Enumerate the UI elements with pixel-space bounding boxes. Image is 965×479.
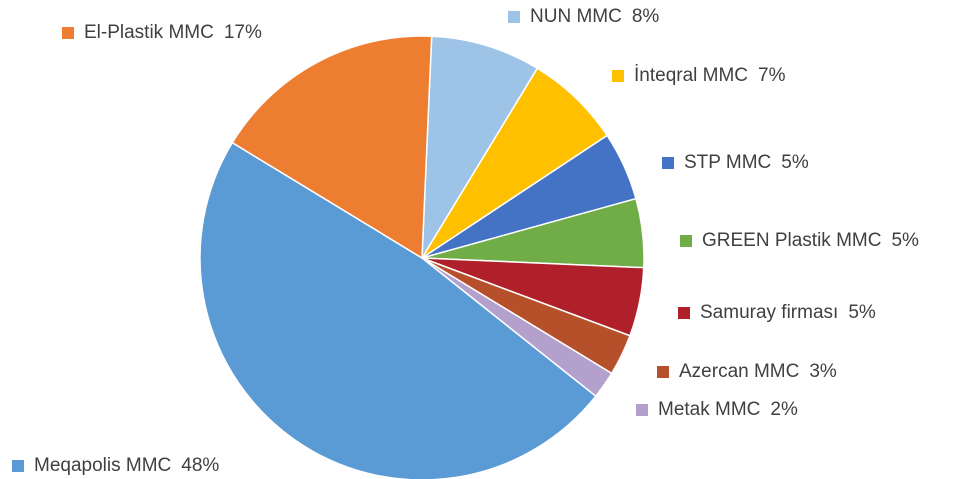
value-label: 5%: [848, 302, 876, 323]
label-marker: [612, 70, 624, 82]
label-marker: [636, 404, 648, 416]
data-label: Metak MMC 2%: [658, 399, 798, 420]
data-label: Meqapolis MMC 48%: [34, 455, 219, 476]
category-name: Samuray firması: [700, 302, 838, 323]
value-label: 5%: [781, 152, 809, 173]
data-label: İnteqral MMC 7%: [634, 65, 786, 86]
pie-slice: [421, 35, 539, 259]
category-name: Metak MMC: [658, 399, 760, 420]
label-marker: [508, 11, 520, 23]
pie-slice: [231, 35, 433, 260]
label-marker: [678, 307, 690, 319]
data-label: STP MMC 5%: [684, 152, 809, 173]
data-label: NUN MMC 8%: [530, 6, 659, 27]
value-label: 2%: [770, 399, 798, 420]
category-name: Meqapolis MMC: [34, 455, 171, 476]
category-name: İnteqral MMC: [634, 65, 748, 86]
data-label: El-Plastik MMC 17%: [84, 22, 262, 43]
label-marker: [62, 27, 74, 39]
category-name: NUN MMC: [530, 6, 622, 27]
value-label: 17%: [224, 22, 262, 43]
data-label: GREEN Plastik MMC 5%: [702, 230, 919, 251]
label-marker: [662, 157, 674, 169]
category-name: Azercan MMC: [679, 361, 799, 382]
data-label: Samuray firması 5%: [700, 302, 876, 323]
category-name: El-Plastik MMC: [84, 22, 214, 43]
value-label: 3%: [809, 361, 837, 382]
label-marker: [657, 366, 669, 378]
pie-slice: [199, 141, 597, 479]
data-label: Azercan MMC 3%: [679, 361, 837, 382]
category-name: GREEN Plastik MMC: [702, 230, 881, 251]
value-label: 5%: [891, 230, 919, 251]
value-label: 8%: [632, 6, 660, 27]
value-label: 48%: [181, 455, 219, 476]
category-name: STP MMC: [684, 152, 771, 173]
label-marker: [12, 460, 24, 472]
label-marker: [680, 235, 692, 247]
value-label: 7%: [758, 65, 786, 86]
